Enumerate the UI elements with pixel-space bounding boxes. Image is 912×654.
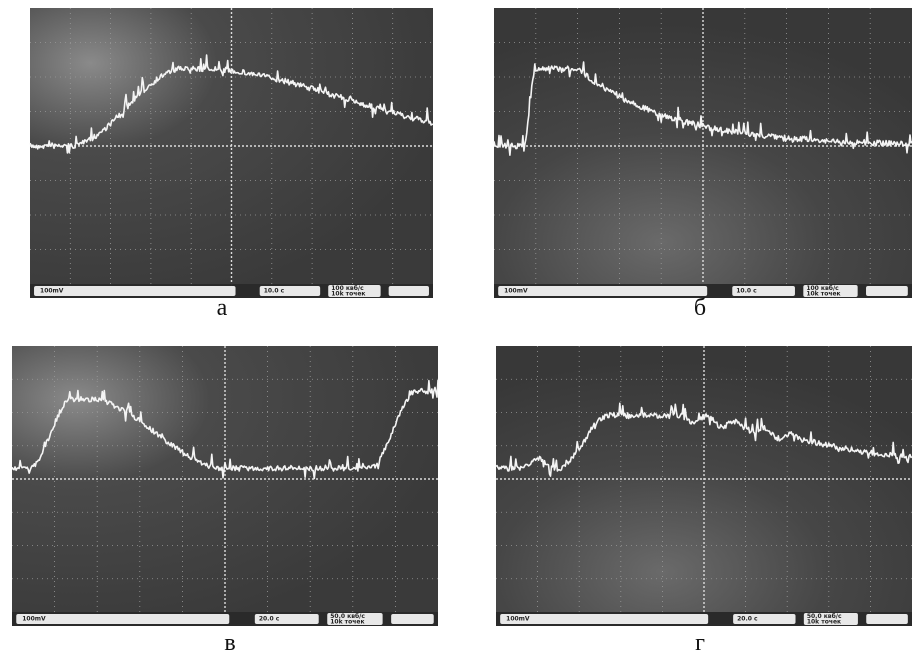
signal-trace	[11, 379, 439, 480]
readout: 100mV	[504, 288, 528, 295]
readout-box	[803, 285, 858, 297]
readout: 10k точек	[330, 619, 364, 626]
readout-box	[803, 613, 858, 625]
readout-box	[388, 286, 429, 296]
readout-box	[732, 286, 795, 296]
readout-box	[500, 614, 709, 624]
readout: 100mV	[40, 288, 64, 295]
readout: 10.0 с	[264, 288, 285, 295]
readout: 100 квб/с	[806, 285, 839, 292]
readout: 50.0 квб/с	[807, 613, 842, 620]
readout: 10k точек	[331, 291, 365, 298]
readout-box	[34, 286, 236, 296]
panel-label: в	[224, 630, 235, 654]
readout: 20.0 с	[737, 616, 758, 623]
readout: 100mV	[506, 616, 530, 623]
readout: 100 квб/с	[331, 285, 364, 292]
panel-label: а	[217, 295, 228, 321]
readout: 20.0 с	[259, 616, 280, 623]
readout: 10k точек	[806, 291, 840, 298]
readout-box	[866, 286, 908, 296]
readout: 100mV	[22, 616, 46, 623]
readout-box	[259, 286, 321, 296]
readout-box	[498, 286, 708, 296]
readout-box	[733, 614, 796, 624]
readout: 50.0 квб/с	[330, 613, 365, 620]
panel-label: г	[695, 630, 705, 654]
readout-box	[254, 614, 319, 624]
readout-box	[866, 614, 908, 624]
signal-trace	[493, 61, 912, 156]
readout: 10k точек	[807, 619, 841, 626]
readout: 10.0 с	[736, 288, 757, 295]
readout-box	[328, 285, 381, 297]
signal-trace	[495, 402, 912, 477]
readout-box	[327, 613, 383, 625]
readout-box	[16, 614, 230, 624]
readout-box	[391, 614, 434, 624]
panel-label: б	[694, 295, 706, 321]
signal-trace	[29, 54, 434, 154]
